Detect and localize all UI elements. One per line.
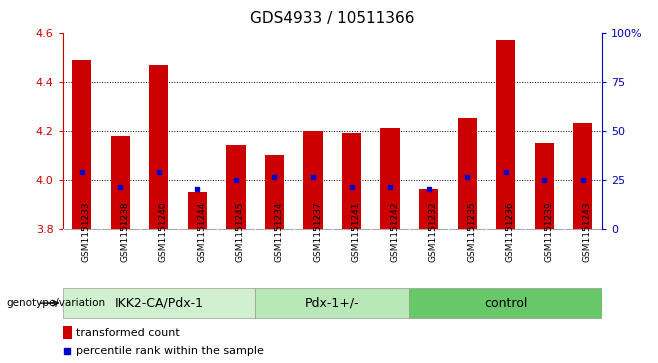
Text: GSM1151234: GSM1151234 (274, 201, 284, 262)
FancyBboxPatch shape (255, 288, 409, 318)
Bar (188, 192, 207, 229)
Bar (342, 133, 361, 229)
Text: GSM1151243: GSM1151243 (583, 201, 592, 262)
Text: GSM1151233: GSM1151233 (82, 201, 91, 262)
Bar (534, 143, 554, 229)
Text: GSM1151238: GSM1151238 (120, 201, 130, 262)
Bar (380, 128, 400, 229)
Text: GSM1151235: GSM1151235 (467, 201, 476, 262)
Text: GSM1151239: GSM1151239 (544, 201, 553, 262)
Bar (149, 65, 168, 229)
Text: GSM1151232: GSM1151232 (428, 201, 438, 262)
Bar (63, 326, 72, 339)
Bar (303, 131, 322, 229)
Bar (457, 118, 477, 229)
Text: transformed count: transformed count (76, 327, 180, 338)
Text: IKK2-CA/Pdx-1: IKK2-CA/Pdx-1 (114, 297, 203, 310)
Bar (265, 155, 284, 229)
Text: GSM1151244: GSM1151244 (197, 201, 207, 262)
Bar (72, 60, 91, 229)
Text: GSM1151241: GSM1151241 (351, 201, 361, 262)
Text: GSM1151242: GSM1151242 (390, 201, 399, 262)
Bar (496, 40, 515, 229)
Bar (573, 123, 592, 229)
Text: GSM1151236: GSM1151236 (506, 201, 515, 262)
Bar (111, 135, 130, 229)
Bar (419, 189, 438, 229)
FancyBboxPatch shape (63, 288, 255, 318)
FancyBboxPatch shape (409, 288, 602, 318)
Text: GSM1151240: GSM1151240 (159, 201, 168, 262)
Text: Pdx-1+/-: Pdx-1+/- (305, 297, 360, 310)
Text: GSM1151237: GSM1151237 (313, 201, 322, 262)
Text: GSM1151245: GSM1151245 (236, 201, 245, 262)
Text: control: control (484, 297, 528, 310)
Bar (226, 145, 245, 229)
Text: percentile rank within the sample: percentile rank within the sample (76, 346, 264, 356)
Text: GDS4933 / 10511366: GDS4933 / 10511366 (250, 11, 415, 26)
Text: genotype/variation: genotype/variation (7, 298, 106, 308)
